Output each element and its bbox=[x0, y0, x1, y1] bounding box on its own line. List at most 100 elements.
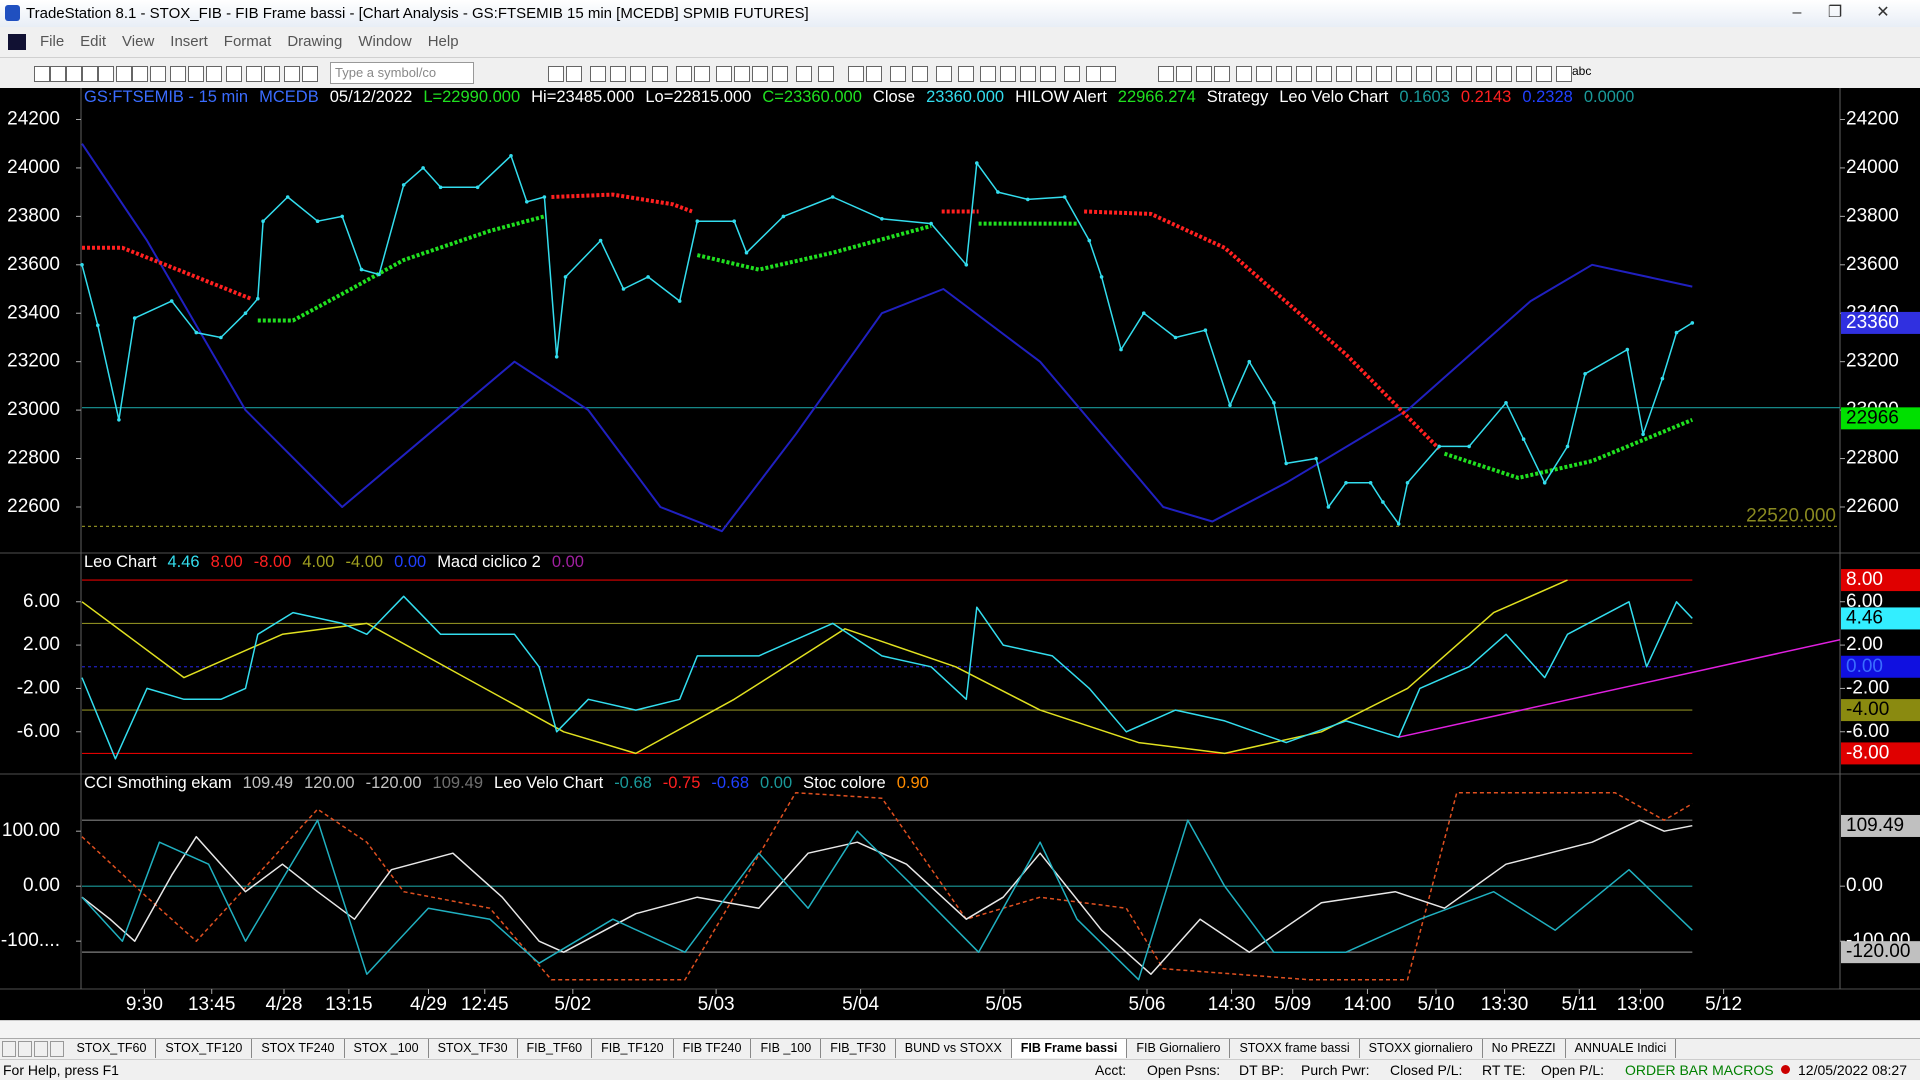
workspace-tab[interactable]: FIB Frame bassi bbox=[1011, 1039, 1128, 1058]
toolbar-button[interactable] bbox=[1196, 66, 1212, 82]
toolbar-button[interactable] bbox=[676, 66, 692, 82]
menu-item[interactable]: Help bbox=[427, 33, 459, 50]
toolbar-button[interactable] bbox=[1376, 66, 1392, 82]
toolbar-button[interactable] bbox=[866, 66, 882, 82]
toolbar-button[interactable] bbox=[1516, 66, 1532, 82]
toolbar-button[interactable] bbox=[98, 66, 114, 82]
toolbar-button[interactable] bbox=[652, 66, 668, 82]
toolbar-button[interactable] bbox=[1000, 66, 1016, 82]
minimize-button[interactable]: – bbox=[1792, 4, 1802, 21]
toolbar-button[interactable] bbox=[1064, 66, 1080, 82]
tab-nav[interactable] bbox=[2, 1041, 16, 1057]
workspace-tab[interactable]: STOXX frame bassi bbox=[1230, 1039, 1360, 1058]
toolbar-button[interactable] bbox=[716, 66, 732, 82]
workspace-tab[interactable]: FIB_TF120 bbox=[592, 1039, 674, 1058]
toolbar-button[interactable] bbox=[170, 66, 186, 82]
workspace-tab[interactable]: FIB_TF30 bbox=[821, 1039, 896, 1058]
workspace-tab[interactable]: STOXX giornaliero bbox=[1360, 1039, 1483, 1058]
menu-item[interactable]: Window bbox=[358, 33, 412, 50]
toolbar-button[interactable] bbox=[752, 66, 768, 82]
toolbar-button[interactable] bbox=[1100, 66, 1116, 82]
menu-item[interactable]: Edit bbox=[80, 33, 107, 50]
toolbar-button[interactable] bbox=[1456, 66, 1472, 82]
toolbar-button[interactable] bbox=[1536, 66, 1552, 82]
toolbar-button[interactable] bbox=[66, 66, 82, 82]
toolbar-button[interactable] bbox=[284, 66, 300, 82]
toolbar-button[interactable] bbox=[226, 66, 242, 82]
toolbar-button[interactable] bbox=[848, 66, 864, 82]
workspace-tab[interactable]: FIB _100 bbox=[751, 1039, 822, 1058]
toolbar-button[interactable] bbox=[1236, 66, 1252, 82]
toolbar-button[interactable] bbox=[264, 66, 280, 82]
workspace-tab[interactable]: STOX_TF60 bbox=[67, 1039, 157, 1058]
toolbar-button[interactable] bbox=[694, 66, 710, 82]
toolbar-button[interactable] bbox=[132, 66, 148, 82]
toolbar-button[interactable] bbox=[548, 66, 564, 82]
toolbar-button[interactable] bbox=[734, 66, 750, 82]
menu-item[interactable]: View bbox=[122, 33, 155, 50]
toolbar-button[interactable] bbox=[1436, 66, 1452, 82]
toolbar-button[interactable] bbox=[246, 66, 262, 82]
toolbar-button[interactable] bbox=[818, 66, 834, 82]
workspace-tab[interactable]: STOX TF240 bbox=[252, 1039, 345, 1058]
toolbar-button[interactable] bbox=[958, 66, 974, 82]
toolbar-button[interactable] bbox=[610, 66, 626, 82]
menu-item[interactable]: File bbox=[40, 33, 65, 50]
toolbar-button[interactable] bbox=[1020, 66, 1036, 82]
toolbar-button[interactable] bbox=[82, 66, 98, 82]
toolbar-button[interactable] bbox=[912, 66, 928, 82]
text-tool[interactable]: abc bbox=[1572, 64, 1592, 78]
workspace-tab[interactable]: FIB_TF60 bbox=[518, 1039, 593, 1058]
workspace-tab[interactable]: STOX_TF30 bbox=[429, 1039, 518, 1058]
toolbar-button[interactable] bbox=[1158, 66, 1174, 82]
horizontal-scrollbar[interactable] bbox=[0, 1020, 1920, 1039]
menu-item[interactable]: Drawing bbox=[287, 33, 343, 50]
workspace-tab[interactable]: BUND vs STOXX bbox=[896, 1039, 1012, 1058]
toolbar-button[interactable] bbox=[1336, 66, 1352, 82]
toolbar-button[interactable] bbox=[590, 66, 606, 82]
menu-item[interactable]: Format bbox=[223, 33, 272, 50]
toolbar-button[interactable] bbox=[566, 66, 582, 82]
workspace-tab[interactable]: FIB TF240 bbox=[674, 1039, 752, 1058]
workspace-tab[interactable]: ANNUALE Indici bbox=[1566, 1039, 1677, 1058]
workspace-tab[interactable]: No PREZZI bbox=[1483, 1039, 1566, 1058]
toolbar-button[interactable] bbox=[1416, 66, 1432, 82]
toolbar-button[interactable] bbox=[1214, 66, 1230, 82]
workspace-tab[interactable]: STOX_TF120 bbox=[156, 1039, 253, 1058]
toolbar-button[interactable] bbox=[1316, 66, 1332, 82]
toolbar-button[interactable] bbox=[936, 66, 952, 82]
toolbar-button[interactable] bbox=[1276, 66, 1292, 82]
toolbar-button[interactable] bbox=[796, 66, 812, 82]
toolbar-button[interactable] bbox=[34, 66, 50, 82]
toolbar-button[interactable] bbox=[302, 66, 318, 82]
toolbar-button[interactable] bbox=[1496, 66, 1512, 82]
toolbar-button[interactable] bbox=[206, 66, 222, 82]
workspace-tab[interactable]: STOX _100 bbox=[345, 1039, 429, 1058]
symbol-input[interactable]: Type a symbol/co bbox=[330, 62, 474, 84]
toolbar-button[interactable] bbox=[1176, 66, 1192, 82]
title-bar: TradeStation 8.1 - STOX_FIB - FIB Frame … bbox=[0, 0, 1920, 27]
toolbar-button[interactable] bbox=[772, 66, 788, 82]
toolbar-button[interactable] bbox=[150, 66, 166, 82]
tab-nav[interactable] bbox=[18, 1041, 32, 1057]
toolbar-button[interactable] bbox=[188, 66, 204, 82]
toolbar-button[interactable] bbox=[1356, 66, 1372, 82]
menu-item[interactable]: Insert bbox=[170, 33, 208, 50]
tab-nav[interactable] bbox=[34, 1041, 48, 1057]
tab-nav[interactable] bbox=[50, 1041, 64, 1057]
maximize-button[interactable]: ❐ bbox=[1827, 4, 1843, 21]
toolbar-button[interactable] bbox=[1476, 66, 1492, 82]
toolbar-button[interactable] bbox=[1040, 66, 1056, 82]
x-tick-label: 4/28 bbox=[266, 994, 303, 1015]
toolbar-button[interactable] bbox=[1556, 66, 1572, 82]
workspace-tab[interactable]: FIB Giornaliero bbox=[1127, 1039, 1231, 1058]
toolbar-button[interactable] bbox=[1296, 66, 1312, 82]
toolbar-button[interactable] bbox=[50, 66, 66, 82]
close-button[interactable]: ✕ bbox=[1876, 4, 1890, 21]
toolbar-button[interactable] bbox=[980, 66, 996, 82]
toolbar-button[interactable] bbox=[1256, 66, 1272, 82]
toolbar-button[interactable] bbox=[1396, 66, 1412, 82]
toolbar-button[interactable] bbox=[890, 66, 906, 82]
toolbar-button[interactable] bbox=[116, 66, 132, 82]
toolbar-button[interactable] bbox=[630, 66, 646, 82]
